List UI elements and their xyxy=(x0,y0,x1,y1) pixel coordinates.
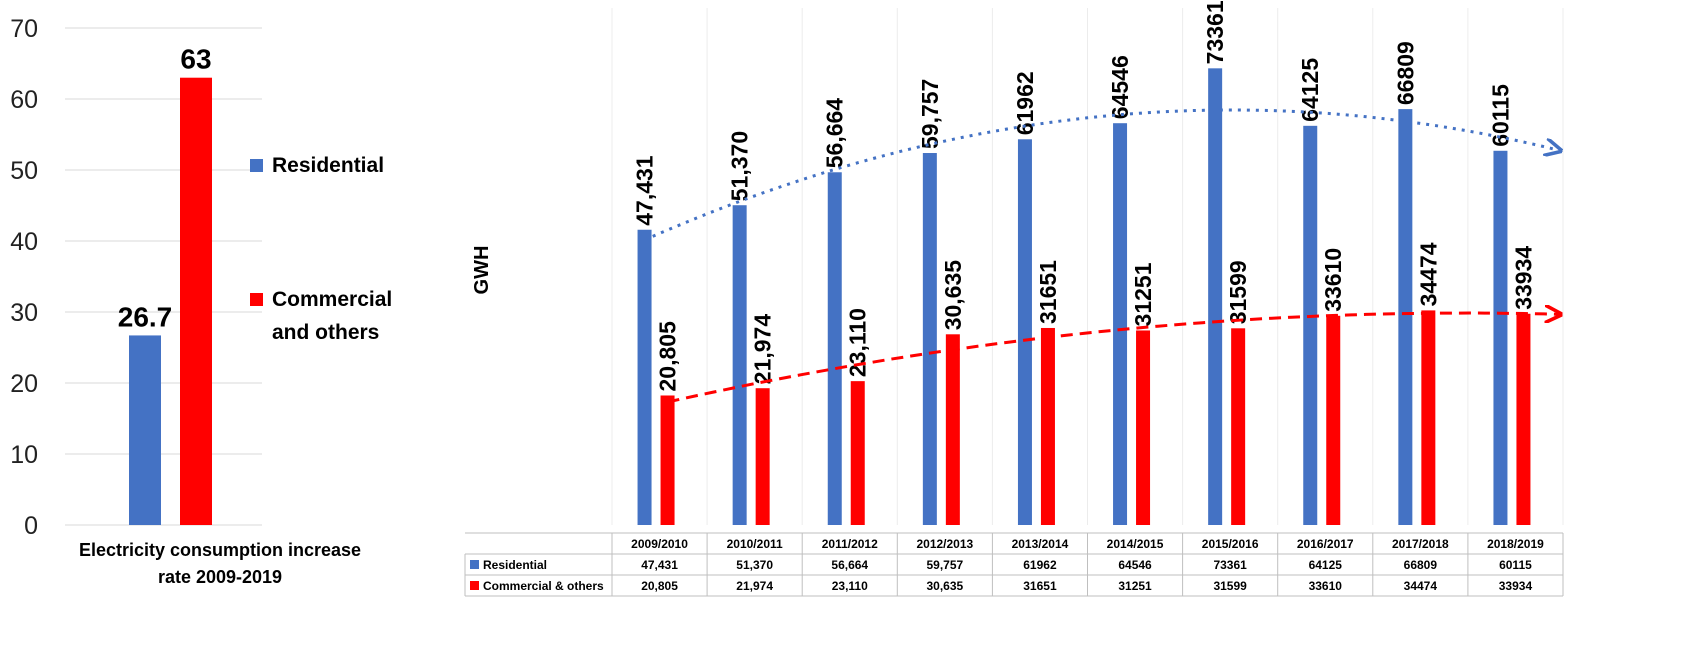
left-y-tick-label: 10 xyxy=(10,441,38,469)
data-table-cell: 31599 xyxy=(1213,579,1247,593)
x-category-label: 2017/2018 xyxy=(1392,537,1449,551)
left-y-tick-label: 20 xyxy=(10,370,38,398)
data-table-cell: 31651 xyxy=(1023,579,1057,593)
left-y-tick-label: 40 xyxy=(10,228,38,256)
data-table-cell: 61962 xyxy=(1023,558,1057,572)
left-y-tick-label: 0 xyxy=(24,512,38,540)
right-bar-commercial xyxy=(945,334,960,525)
right-bar-commercial xyxy=(1326,315,1341,525)
left-bar-value-label: 26.7 xyxy=(118,301,173,332)
data-table-series-name: Residential xyxy=(483,558,547,572)
data-table-legend-key xyxy=(470,560,479,569)
left-legend-swatch xyxy=(250,159,263,172)
left-chart-title: Electricity consumption increase rate 200… xyxy=(79,540,361,587)
right-bar-value-label-commercial: 20,805 xyxy=(655,321,681,392)
x-category-label: 2012/2013 xyxy=(916,537,973,551)
right-bar-value-label-residential: 47,431 xyxy=(632,155,658,226)
data-table-series-name: Commercial & others xyxy=(483,579,604,593)
right-bar-value-label-commercial: 31651 xyxy=(1035,260,1061,324)
left-bar-value-label: 63 xyxy=(180,44,211,75)
data-table-cell: 64546 xyxy=(1118,558,1152,572)
x-category-label: 2016/2017 xyxy=(1297,537,1354,551)
left-chart-title-line: Electricity consumption increase xyxy=(79,540,361,560)
x-category-label: 2010/2011 xyxy=(727,537,783,551)
right-bar-value-label-residential: 56,664 xyxy=(822,98,848,169)
left-bar-commercial xyxy=(180,77,212,525)
left-y-tick-label: 30 xyxy=(10,299,38,327)
right-bar-value-label-residential: 66809 xyxy=(1392,41,1418,105)
right-trendline-residential xyxy=(643,108,1560,242)
right-bar-residential xyxy=(922,153,937,525)
right-bar-value-label-commercial: 30,635 xyxy=(940,260,966,331)
right-bar-value-label-residential: 51,370 xyxy=(727,131,753,201)
right-bar-value-label-commercial: 31599 xyxy=(1225,260,1251,324)
data-table-cell: 47,431 xyxy=(641,558,678,572)
data-table-cell: 30,635 xyxy=(926,579,963,593)
right-bar-residential xyxy=(1493,150,1508,525)
left-y-tick-label: 70 xyxy=(10,15,38,43)
right-bar-commercial xyxy=(1421,310,1436,525)
x-category-label: 2015/2016 xyxy=(1202,537,1259,551)
left-legend-entry-label: Commercial and others xyxy=(272,288,392,344)
data-table-cell: 59,757 xyxy=(926,558,963,572)
right-bar-value-label-residential: 60115 xyxy=(1487,84,1513,147)
right-bar-commercial xyxy=(660,395,675,525)
data-table-cell: 31251 xyxy=(1118,579,1152,593)
data-table-cell: 21,974 xyxy=(736,579,773,593)
right-bar-value-label-commercial: 21,974 xyxy=(750,314,776,385)
data-table-cell: 33934 xyxy=(1499,579,1533,593)
left-legend-entry-line: Residential xyxy=(272,154,384,177)
right-bar-residential xyxy=(637,229,652,526)
data-table-cell: 56,664 xyxy=(831,558,868,572)
data-table-cell: 23,110 xyxy=(832,579,868,593)
x-category-label: 2013/2014 xyxy=(1012,537,1069,551)
right-bar-commercial xyxy=(850,381,865,525)
left-legend-swatch xyxy=(250,293,263,306)
right-bar-residential xyxy=(1303,125,1318,526)
left-bar-residential xyxy=(129,335,161,525)
data-table-cell: 33610 xyxy=(1309,579,1343,593)
x-category-label: 2011/2012 xyxy=(822,537,878,551)
right-bar-commercial xyxy=(755,388,770,525)
right-bar-residential xyxy=(1113,123,1128,526)
right-bar-value-label-residential: 73361 xyxy=(1202,0,1228,64)
x-category-label: 2009/2010 xyxy=(631,537,688,551)
right-trendline-commercial xyxy=(667,313,1560,404)
right-bar-residential xyxy=(1017,139,1032,525)
x-category-label: 2014/2015 xyxy=(1107,537,1164,551)
right-bar-value-label-commercial: 33934 xyxy=(1510,246,1536,310)
right-bar-value-label-commercial: 33610 xyxy=(1320,248,1346,312)
right-bar-value-label-commercial: 23,110 xyxy=(845,308,871,377)
right-bar-residential xyxy=(827,172,842,525)
right-bar-value-label-residential: 64546 xyxy=(1107,55,1133,119)
data-table-legend-key xyxy=(470,581,479,590)
left-chart-title-line: rate 2009-2019 xyxy=(158,567,282,587)
left-legend-entry-line: and others xyxy=(272,321,379,344)
data-table-cell: 64125 xyxy=(1309,558,1343,572)
left-legend-entry-line: Commercial xyxy=(272,288,392,311)
right-y-axis-label: GWH xyxy=(471,246,493,295)
right-bar-commercial xyxy=(1516,313,1531,525)
left-y-tick-label: 60 xyxy=(10,86,38,114)
data-table-cell: 73361 xyxy=(1213,558,1247,572)
data-table-cell: 66809 xyxy=(1404,558,1438,572)
right-bar-commercial xyxy=(1231,328,1246,525)
data-table-cell: 20,805 xyxy=(641,579,678,593)
right-bar-residential xyxy=(1208,68,1223,526)
data-table-cell: 60115 xyxy=(1499,558,1532,572)
data-table-cell: 51,370 xyxy=(736,558,773,572)
right-bar-value-label-commercial: 34474 xyxy=(1415,242,1441,306)
data-table-cell: 34474 xyxy=(1404,579,1438,593)
right-bar-commercial xyxy=(1040,327,1055,525)
right-bar-value-label-commercial: 31251 xyxy=(1130,262,1156,326)
left-legend-entry-label: Residential xyxy=(272,154,384,177)
right-bar-value-label-residential: 59,757 xyxy=(917,79,943,149)
left-y-tick-label: 50 xyxy=(10,157,38,185)
right-bar-residential xyxy=(1398,109,1413,525)
x-category-label: 2018/2019 xyxy=(1487,537,1544,551)
right-bar-residential xyxy=(732,205,747,526)
right-bar-commercial xyxy=(1136,330,1151,525)
